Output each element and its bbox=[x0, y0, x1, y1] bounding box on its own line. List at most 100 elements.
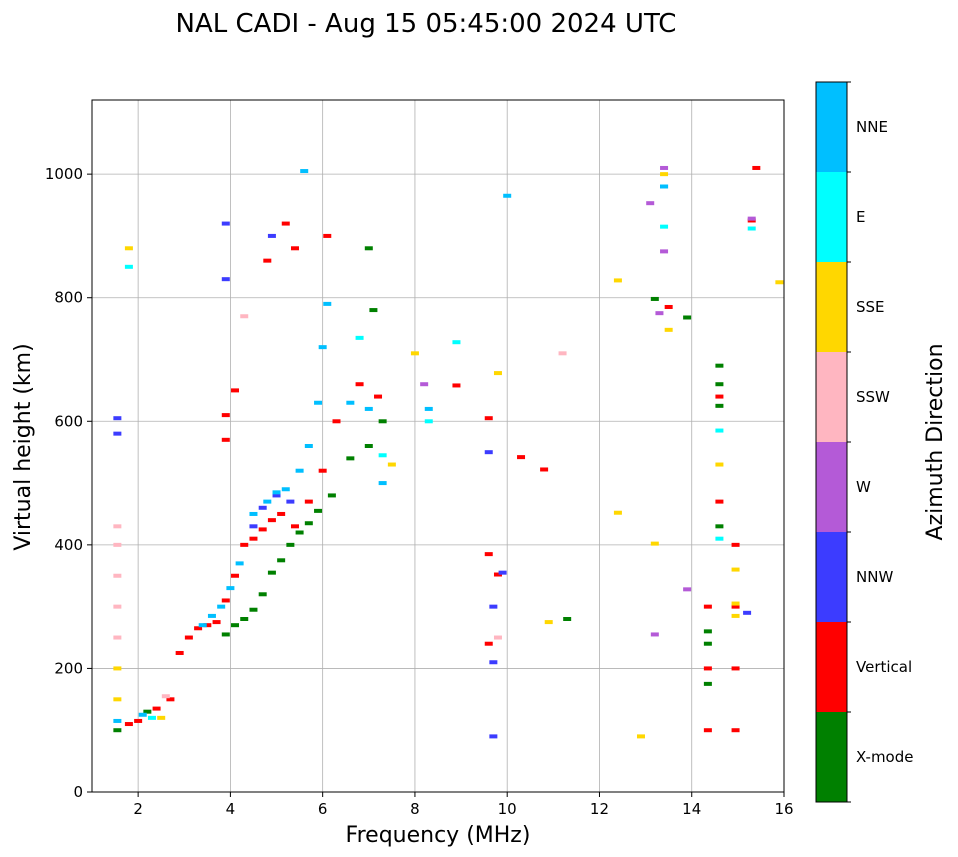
data-point bbox=[660, 249, 669, 254]
data-point bbox=[355, 382, 364, 387]
data-point bbox=[113, 666, 122, 671]
colorbar-segment bbox=[816, 712, 847, 802]
data-point bbox=[113, 604, 122, 609]
x-axis-label: Frequency (MHz) bbox=[346, 823, 531, 848]
data-point bbox=[113, 635, 122, 640]
data-point bbox=[731, 601, 740, 606]
y-tick-label: 200 bbox=[54, 659, 83, 677]
data-point bbox=[489, 604, 498, 609]
data-point bbox=[166, 697, 175, 702]
data-marks bbox=[113, 165, 784, 739]
data-point bbox=[290, 246, 299, 251]
data-point bbox=[650, 541, 659, 546]
data-point bbox=[203, 623, 212, 628]
data-point bbox=[410, 351, 419, 356]
data-point bbox=[683, 587, 692, 592]
data-point bbox=[636, 734, 645, 739]
x-tick-label: 8 bbox=[410, 800, 420, 818]
data-point bbox=[240, 314, 249, 319]
data-point bbox=[424, 419, 433, 424]
x-tick-label: 16 bbox=[774, 800, 793, 818]
data-point bbox=[240, 542, 249, 547]
data-point bbox=[231, 388, 240, 393]
colorbar-segment bbox=[816, 622, 847, 712]
data-point bbox=[258, 592, 267, 597]
data-point bbox=[378, 419, 387, 424]
data-point bbox=[286, 542, 295, 547]
data-point bbox=[304, 521, 313, 526]
data-point bbox=[318, 468, 327, 473]
data-point bbox=[113, 542, 122, 547]
data-point bbox=[703, 681, 712, 686]
data-point bbox=[161, 694, 170, 699]
data-point bbox=[517, 455, 526, 460]
data-point bbox=[503, 193, 512, 198]
data-point bbox=[493, 635, 502, 640]
y-tick-label: 0 bbox=[73, 783, 83, 801]
data-point bbox=[484, 416, 493, 421]
colorbar-segment bbox=[816, 82, 847, 172]
data-point bbox=[221, 277, 230, 282]
data-point bbox=[683, 315, 692, 320]
colorbar-segment bbox=[816, 262, 847, 352]
data-point bbox=[540, 467, 549, 472]
x-tick-label: 4 bbox=[226, 800, 236, 818]
data-point bbox=[731, 542, 740, 547]
data-point bbox=[655, 311, 664, 316]
chart-title: NAL CADI - Aug 15 05:45:00 2024 UTC bbox=[176, 9, 677, 39]
data-point bbox=[715, 524, 724, 529]
data-point bbox=[493, 371, 502, 376]
data-point bbox=[267, 518, 276, 523]
data-point bbox=[258, 505, 267, 510]
y-axis: 0 200 400 600 800 1000 bbox=[45, 165, 92, 801]
data-point bbox=[327, 493, 336, 498]
data-point bbox=[124, 722, 133, 727]
colorbar-segment bbox=[816, 532, 847, 622]
y-tick-label: 1000 bbox=[45, 165, 83, 183]
data-point bbox=[124, 246, 133, 251]
data-point bbox=[452, 340, 461, 345]
data-point bbox=[715, 363, 724, 368]
data-point bbox=[332, 419, 341, 424]
data-point bbox=[124, 264, 133, 269]
data-point bbox=[318, 345, 327, 350]
data-point bbox=[221, 598, 230, 603]
colorbar-tick-label: NNW bbox=[856, 568, 893, 586]
data-point bbox=[563, 617, 572, 621]
data-point bbox=[613, 510, 622, 515]
data-point bbox=[715, 382, 724, 387]
data-point bbox=[323, 233, 332, 238]
data-point bbox=[113, 416, 122, 421]
data-point bbox=[175, 650, 184, 655]
data-point bbox=[113, 718, 122, 723]
data-point bbox=[752, 165, 761, 170]
data-point bbox=[452, 383, 461, 388]
data-point bbox=[489, 660, 498, 665]
data-point bbox=[267, 570, 276, 575]
series-vertical bbox=[124, 165, 761, 733]
data-point bbox=[660, 224, 669, 229]
data-point bbox=[646, 201, 655, 206]
data-point bbox=[184, 635, 193, 640]
data-point bbox=[489, 734, 498, 739]
data-point bbox=[420, 382, 429, 387]
data-point bbox=[157, 715, 166, 720]
data-point bbox=[113, 573, 122, 578]
data-point bbox=[281, 487, 290, 492]
data-point bbox=[152, 706, 161, 711]
data-point bbox=[544, 620, 553, 625]
data-point bbox=[715, 394, 724, 399]
data-point bbox=[715, 499, 724, 504]
data-point bbox=[240, 617, 249, 621]
colorbar-segment bbox=[816, 352, 847, 442]
colorbar-tick-label: X-mode bbox=[856, 748, 913, 766]
plot-background bbox=[92, 100, 784, 792]
grid-lines bbox=[92, 100, 785, 793]
data-point bbox=[731, 728, 740, 733]
data-point bbox=[498, 570, 507, 575]
data-point bbox=[424, 406, 433, 411]
data-point bbox=[249, 524, 258, 529]
x-tick-label: 2 bbox=[133, 800, 143, 818]
data-point bbox=[212, 620, 221, 625]
